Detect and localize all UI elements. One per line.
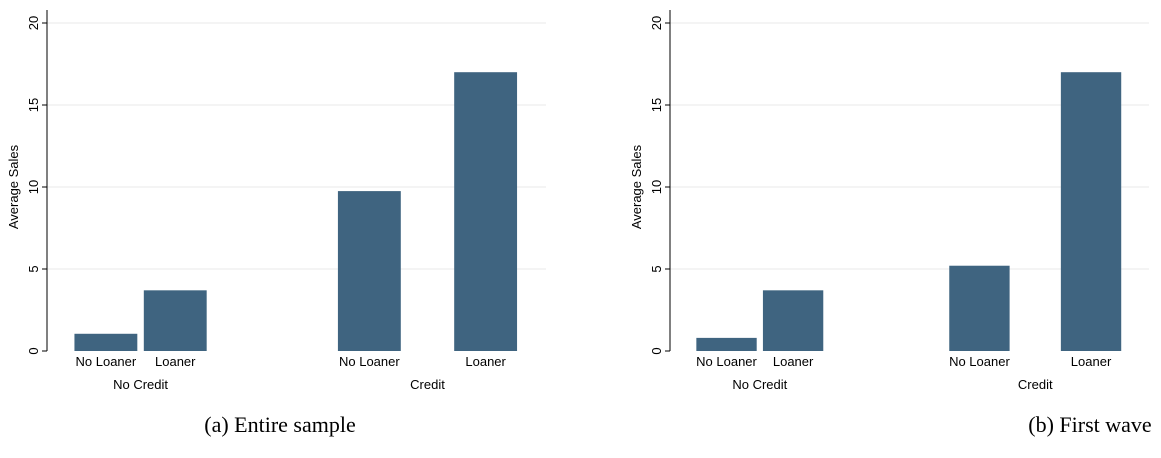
category-label: No Loaner: [339, 354, 400, 369]
y-tick-label: 20: [649, 16, 664, 30]
y-tick-label: 15: [649, 98, 664, 112]
bar: [337, 191, 401, 351]
y-tick-label: 0: [26, 347, 41, 354]
group-label: Credit: [410, 377, 445, 392]
category-label: No Loaner: [76, 354, 137, 369]
bar: [143, 290, 207, 351]
category-label: Loaner: [465, 354, 506, 369]
chart-panel-entire-sample: No Loaner Loaner No Loaner Loaner No Credit C…: [0, 0, 580, 458]
category-label: Loaner: [1071, 354, 1112, 369]
bar: [762, 290, 824, 351]
y-axis-label: Average Sales: [6, 144, 21, 229]
chart-panel-first-wave: No Loaner Loaner No Loaner Loaner No Credit C…: [580, 0, 1161, 458]
category-label: Loaner: [773, 354, 814, 369]
chart-svg: No Loaner Loaner No Loaner Loaner No Credit C…: [629, 10, 1149, 392]
bar: [454, 72, 518, 351]
y-tick-label: 0: [649, 347, 664, 354]
bar: [74, 333, 138, 351]
y-tick-label: 15: [26, 98, 41, 112]
chart-caption: (a) Entire sample: [204, 412, 356, 437]
group-label: No Credit: [113, 377, 168, 392]
group-label: No Credit: [732, 377, 787, 392]
chart-caption: (b) First wave: [1028, 412, 1152, 437]
y-tick-label: 5: [649, 265, 664, 272]
bar: [1060, 72, 1122, 351]
category-label: Loaner: [155, 354, 196, 369]
y-tick-label: 5: [26, 265, 41, 272]
category-label: No Loaner: [696, 354, 757, 369]
bar: [949, 265, 1010, 351]
y-tick-label: 10: [649, 180, 664, 194]
y-axis-label: Average Sales: [629, 144, 644, 229]
chart-svg: No Loaner Loaner No Loaner Loaner No Credit C…: [6, 10, 546, 392]
y-tick-label: 20: [26, 16, 41, 30]
category-label: No Loaner: [949, 354, 1010, 369]
y-tick-label: 10: [26, 180, 41, 194]
group-label: Credit: [1018, 377, 1053, 392]
bar: [696, 337, 757, 351]
